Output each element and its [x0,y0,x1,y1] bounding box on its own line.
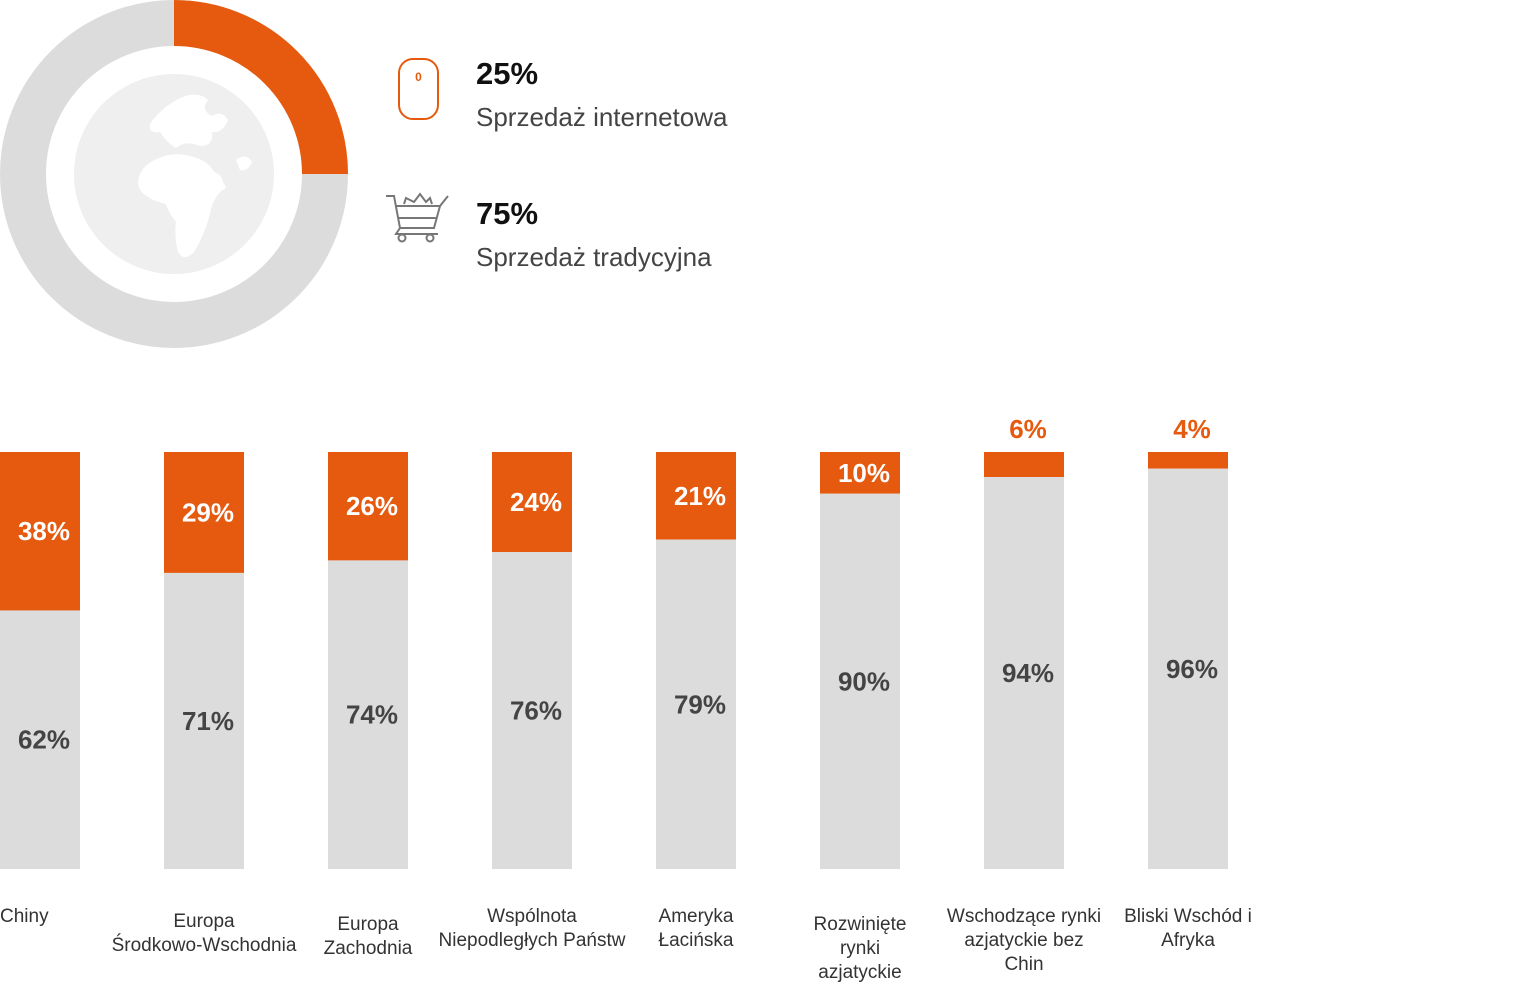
category-label-line: Chin [1004,954,1044,975]
bar-label-traditional: 74% [346,700,398,730]
globe-icon [74,74,274,274]
category-label-line: Rozwinięte [813,914,907,935]
bar-online [0,452,80,611]
category-label: Europa Zachodnia [268,913,468,961]
bar-label-online: 6% [1009,414,1047,444]
legend-traditional-value: 75% [476,196,539,231]
bar-online [164,452,244,573]
bar-traditional [1148,468,1228,869]
bar-traditional [164,572,244,869]
category-label-line: Ameryka [658,906,734,927]
bar-traditional [492,552,572,869]
category-label: Rozwinięte rynki azjatyckie [760,913,960,985]
category-label: Europa Środkowo-Wschodnia [104,910,304,958]
category-label-line: Niepodległych Państw [438,930,626,951]
bar-label-traditional: 62% [18,725,70,755]
category-label-line: Chiny [0,906,49,927]
legend-online: 0 25% Sprzedaż internetowa [384,54,844,164]
bar-online [984,452,1064,478]
category-label-line: Łacińska [658,930,734,951]
bar-traditional [984,477,1064,869]
category-label-line: Zachodnia [323,938,413,959]
mouse-icon: 0 [398,58,439,120]
bar-label-traditional: 96% [1166,654,1218,684]
bar-label-traditional: 79% [674,689,726,719]
bar-label-traditional: 94% [1002,658,1054,688]
category-label-line: Środkowo-Wschodnia [111,935,297,956]
bar-online [492,452,572,553]
bar-online [656,452,736,540]
category-label-line: azjatyckie [818,962,902,983]
category-label: Bliski Wschód i Afryka [1088,905,1288,953]
category-label: Ameryka Łacińska [596,905,796,953]
bar-label-traditional: 76% [510,696,562,726]
bar-label-online: 10% [838,458,890,488]
bar-label-online: 4% [1173,414,1211,444]
category-label-line: Afryka [1161,930,1215,951]
donut-chart [0,0,348,348]
bar-label-online: 29% [182,497,234,527]
category-label-line: Europa [173,911,235,932]
legend-online-value: 25% [476,56,539,91]
legend-traditional: 75% Sprzedaż tradycyjna [384,192,844,304]
category-label-line: Wschodzące rynki [946,906,1102,927]
category-label: Wschodzące rynki azjatyckie bez Chin [924,905,1124,977]
category-label: Chiny [0,905,70,929]
bar-traditional [656,539,736,869]
bar-online [328,452,408,561]
bar-label-traditional: 71% [182,706,234,736]
legend-traditional-label: Sprzedaż tradycyjna [476,242,712,272]
shopping-cart-icon [386,192,449,243]
bar-label-online: 21% [674,481,726,511]
bar-traditional [328,560,408,869]
bar-traditional [0,610,80,869]
bar-label-traditional: 90% [838,666,890,696]
category-label-line: Bliski Wschód i [1124,906,1252,927]
bar-label-online: 24% [510,487,562,517]
category-label-line: rynki [839,938,881,959]
bar-online [1148,452,1228,469]
svg-text:0: 0 [415,70,422,84]
bar-label-online: 26% [346,491,398,521]
category-label-line: Wspólnota [487,906,577,927]
bar-label-online: 38% [18,516,70,546]
legend-online-label: Sprzedaż internetowa [476,102,728,132]
category-label-line: azjatyckie bez [964,930,1084,951]
stacked-bar-chart: 38% 62% 29% 71% 26% 74% 24% 76% 21% 79% 10% 90% 6% 94… [0,414,1228,869]
category-label: Wspólnota Niepodległych Państw [432,905,632,953]
bar-traditional [820,493,900,869]
bar-online [820,452,900,494]
donut-slice-online [173,0,348,175]
category-label-line: Europa [337,914,399,935]
